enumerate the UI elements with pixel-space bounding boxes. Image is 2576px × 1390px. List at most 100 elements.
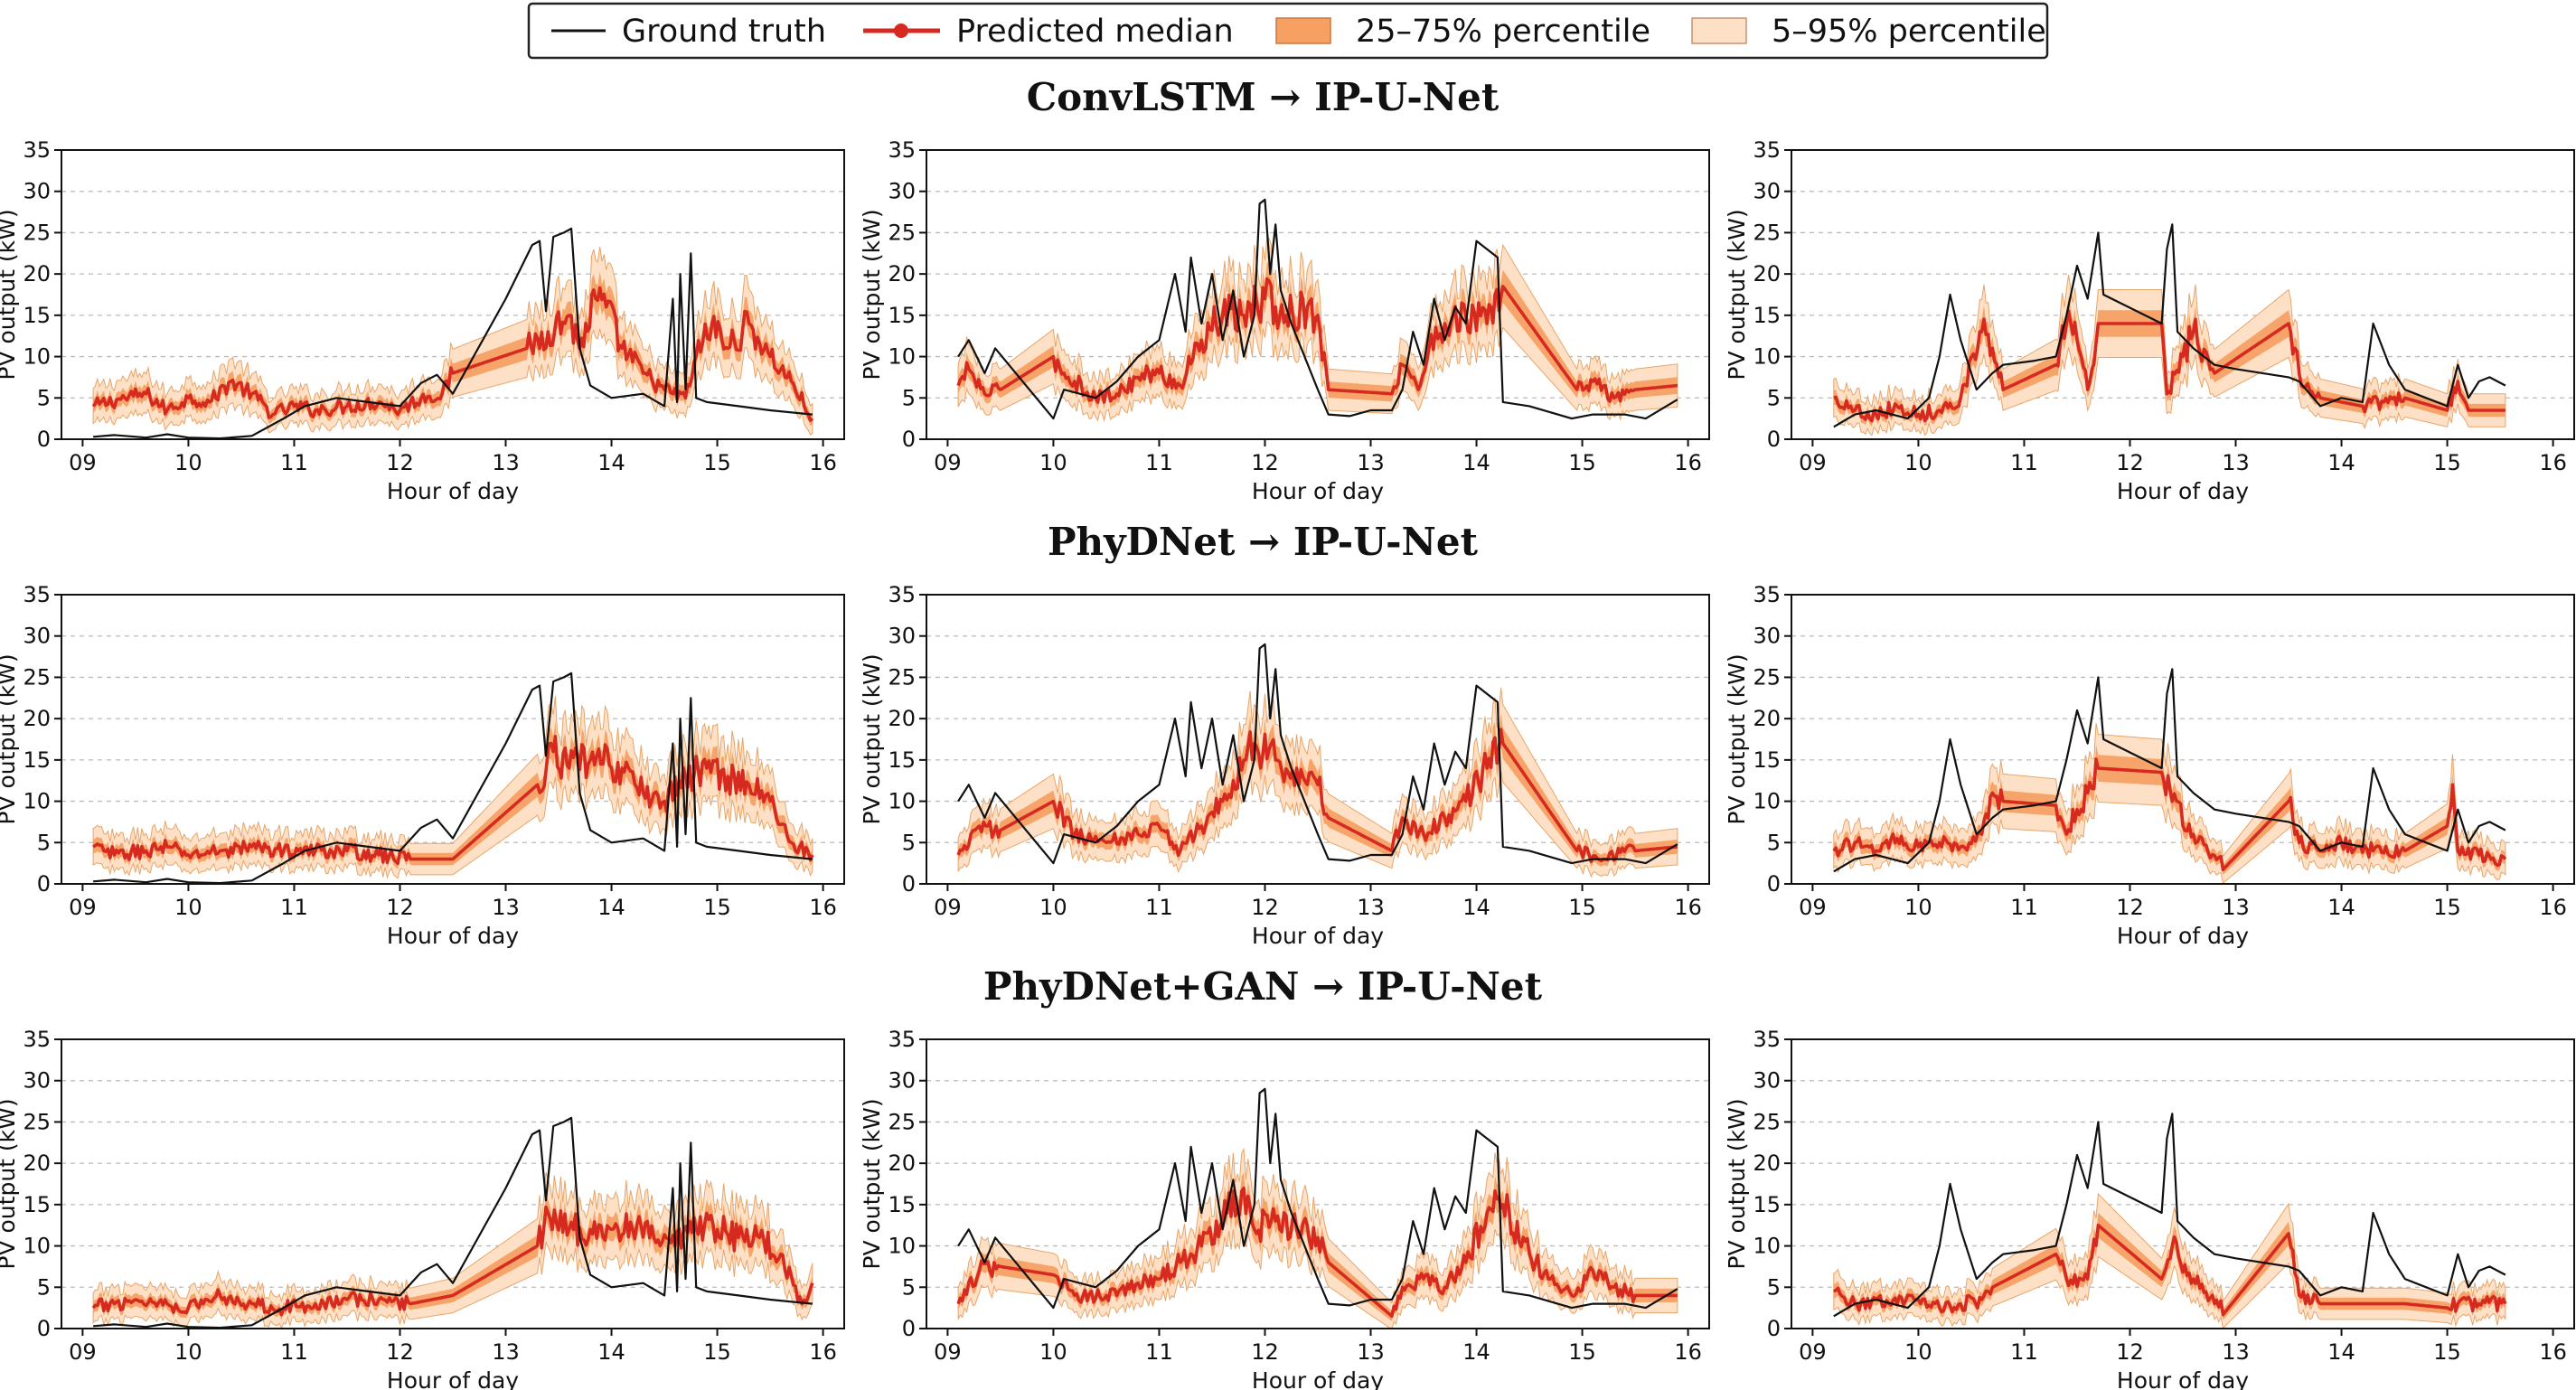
panel-r2-c2: 0 5 10 15 20 25 30 35 09 10 11 12 13 14 15 16 Hour of da… [859, 582, 1710, 949]
y-tick-label: 20 [23, 706, 51, 731]
band-25-75 [1833, 296, 2505, 427]
series-predicted-median [91, 1205, 814, 1317]
x-tick-label: 16 [1674, 450, 1702, 475]
panel-r2-c1: 0 5 10 15 20 25 30 35 09 10 11 12 13 14 15 16 Hour of da… [0, 582, 845, 949]
x-tick-label: 09 [934, 450, 962, 475]
series-predicted-median [956, 728, 1678, 864]
x-tick-label: 15 [2433, 450, 2461, 475]
panel-grid: 0 5 10 15 20 25 30 35 09 10 11 12 13 14 15 16 Hour of da… [0, 137, 2575, 1390]
x-tick-label: 13 [1357, 450, 1385, 475]
y-tick-label: 30 [1753, 624, 1781, 649]
x-tick-label: 15 [1568, 1339, 1596, 1365]
band-25-75 [958, 712, 1678, 868]
row-title-3: PhyDNet+GAN → IP-U-Net [983, 964, 1543, 1009]
panel-r3-c3: 0 5 10 15 20 25 30 35 09 10 11 12 13 14 15 16 Hour of da… [1724, 1027, 2575, 1390]
x-tick-label: 09 [69, 895, 97, 920]
panel-r1-c2: 0 5 10 15 20 25 30 35 09 10 11 12 13 14 15 16 Hour of da… [859, 137, 1710, 504]
y-tick-label: 30 [23, 624, 51, 649]
x-tick-label: 14 [1462, 450, 1490, 475]
x-tick-label: 10 [1904, 450, 1932, 475]
y-tick-label: 30 [23, 1068, 51, 1094]
x-tick-label: 10 [1039, 895, 1067, 920]
x-tick-label: 12 [386, 1339, 414, 1365]
series-predicted-median [92, 734, 814, 866]
y-tick-label: 0 [1767, 427, 1781, 452]
y-tick-label: 20 [1753, 261, 1781, 286]
x-axis-label: Hour of day [2117, 478, 2249, 504]
x-tick-label: 09 [934, 895, 962, 920]
y-tick-label: 15 [888, 1192, 916, 1217]
x-tick-label: 09 [1799, 895, 1827, 920]
y-tick-label: 20 [888, 706, 916, 731]
y-tick-label: 35 [1753, 582, 1781, 607]
x-tick-label: 12 [1251, 895, 1279, 920]
x-tick-label: 15 [2433, 1339, 2461, 1365]
axes-frame [926, 1038, 1710, 1329]
series-ground-truth [93, 1116, 813, 1329]
y-tick-label: 0 [37, 427, 51, 452]
x-tick-label: 09 [1799, 450, 1827, 475]
x-tick-label: 12 [386, 895, 414, 920]
series-ground-truth [93, 227, 813, 440]
y-tick-label: 25 [1753, 1109, 1781, 1134]
x-tick-label: 13 [1357, 895, 1385, 920]
y-tick-label: 20 [888, 261, 916, 286]
x-tick-label: 12 [386, 450, 414, 475]
y-tick-label: 5 [37, 1274, 51, 1300]
x-axis-label: Hour of day [1252, 1367, 1384, 1390]
y-tick-label: 15 [23, 303, 51, 328]
y-tick-label: 0 [902, 1316, 916, 1341]
series-ground-truth [1833, 1113, 2506, 1318]
band-25-75 [1833, 1213, 2505, 1320]
axes-frame [926, 594, 1710, 885]
x-tick-label: 14 [2327, 895, 2355, 920]
x-tick-label: 11 [280, 895, 308, 920]
y-tick-label: 10 [888, 344, 916, 370]
y-tick-label: 35 [23, 582, 51, 607]
series-ground-truth [1833, 223, 2506, 428]
y-tick-label: 10 [23, 789, 51, 814]
y-tick-label: 35 [888, 1027, 916, 1052]
panel-r1-c3: 0 5 10 15 20 25 30 35 09 10 11 12 13 14 15 16 Hour of da… [1724, 137, 2575, 504]
x-tick-label: 14 [2327, 1339, 2355, 1365]
row-title-1: ConvLSTM → IP-U-Net [1027, 75, 1500, 119]
y-tick-label: 15 [888, 303, 916, 328]
series-ground-truth [957, 643, 1678, 865]
x-axis-label: Hour of day [387, 923, 519, 949]
x-tick-label: 15 [2433, 895, 2461, 920]
legend-label-p95: 5–95% percentile [1772, 14, 2046, 50]
x-tick-label: 10 [1039, 1339, 1067, 1365]
x-tick-label: 10 [1039, 450, 1067, 475]
x-tick-label: 09 [69, 1339, 97, 1365]
x-tick-label: 13 [2222, 895, 2250, 920]
x-axis-label: Hour of day [387, 1367, 519, 1390]
y-axis-label: PV output (kW) [859, 1098, 885, 1269]
y-axis-label: PV output (kW) [0, 653, 20, 824]
series-ground-truth [957, 198, 1678, 420]
y-tick-label: 20 [888, 1151, 916, 1176]
y-tick-label: 15 [23, 747, 51, 773]
series-ground-truth [1833, 668, 2506, 873]
x-axis-label: Hour of day [387, 478, 519, 504]
x-tick-label: 16 [2539, 1339, 2567, 1365]
x-tick-label: 11 [2010, 450, 2038, 475]
y-tick-label: 0 [902, 427, 916, 452]
y-tick-label: 5 [1767, 1274, 1781, 1300]
x-axis-label: Hour of day [1252, 923, 1384, 949]
series-predicted-median [1832, 1223, 2507, 1317]
y-tick-label: 15 [1753, 303, 1781, 328]
x-tick-label: 12 [1251, 1339, 1279, 1365]
x-tick-label: 14 [597, 450, 625, 475]
y-tick-label: 30 [1753, 179, 1781, 204]
row-title-2: PhyDNet → IP-U-Net [1048, 520, 1479, 564]
series-predicted-median [91, 286, 814, 422]
x-tick-label: 10 [174, 1339, 202, 1365]
legend-swatch-p95 [1691, 17, 1747, 44]
y-tick-label: 30 [888, 179, 916, 204]
y-tick-label: 25 [23, 220, 51, 245]
y-tick-label: 5 [37, 385, 51, 410]
x-tick-label: 09 [1799, 1339, 1827, 1365]
y-tick-label: 10 [1753, 789, 1781, 814]
x-tick-label: 10 [174, 450, 202, 475]
